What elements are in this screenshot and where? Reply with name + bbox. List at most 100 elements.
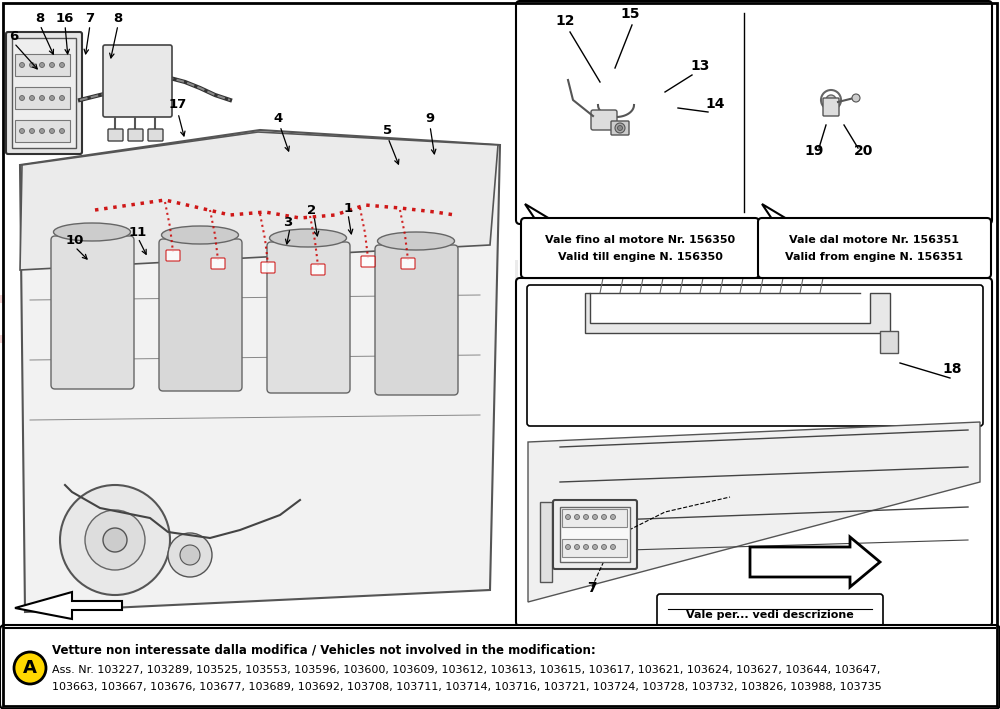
Text: 2: 2 [307,203,317,216]
Text: 19: 19 [804,144,824,158]
Text: 103663, 103667, 103676, 103677, 103689, 103692, 103708, 103711, 103714, 103716, : 103663, 103667, 103676, 103677, 103689, … [52,682,882,692]
Bar [686,260,714,288]
FancyBboxPatch shape [516,278,992,626]
Circle shape [584,515,588,520]
Bar [658,400,686,428]
Bar [490,344,518,372]
Bar [658,456,686,484]
Bar [574,428,602,456]
Bar [630,456,658,484]
Circle shape [615,123,625,133]
Bar [658,260,686,288]
Bar [686,456,714,484]
Polygon shape [762,204,792,222]
Circle shape [584,545,588,549]
Ellipse shape [378,232,454,250]
Bar [518,428,546,456]
Bar [686,372,714,400]
Text: 15: 15 [620,7,640,21]
Bar [490,288,518,316]
FancyBboxPatch shape [823,98,839,116]
Bar [630,428,658,456]
Text: 20: 20 [854,144,874,158]
Circle shape [30,128,34,133]
Bar [602,400,630,428]
Bar [686,316,714,344]
Text: A: A [23,659,37,677]
Bar [546,400,574,428]
Circle shape [60,485,170,595]
FancyBboxPatch shape [148,129,163,141]
Bar [658,372,686,400]
Text: 12: 12 [555,14,575,28]
Circle shape [574,545,580,549]
Text: 17: 17 [169,99,187,111]
Circle shape [618,125,622,130]
Text: 18: 18 [942,362,962,376]
Polygon shape [525,204,555,222]
Polygon shape [15,592,122,619]
Circle shape [20,128,24,133]
Bar [574,400,602,428]
Bar [658,428,686,456]
Text: 4: 4 [273,111,283,125]
Circle shape [20,96,24,101]
Circle shape [610,545,616,549]
Text: 3: 3 [283,216,293,228]
Bar [686,428,714,456]
Bar [490,456,518,484]
Bar [602,372,630,400]
Text: parts: parts [281,536,359,584]
Ellipse shape [54,223,130,241]
FancyBboxPatch shape [211,258,225,269]
Circle shape [40,96,44,101]
Text: Valid from engine N. 156351: Valid from engine N. 156351 [785,252,963,262]
Text: 7: 7 [85,11,95,25]
Polygon shape [528,422,980,602]
Bar [5,8,515,618]
Bar [686,288,714,316]
Text: 8: 8 [35,11,45,25]
FancyBboxPatch shape [0,625,1000,709]
FancyBboxPatch shape [261,262,275,273]
Circle shape [60,128,64,133]
Bar [518,456,546,484]
Text: 16: 16 [56,11,74,25]
Bar [490,372,518,400]
Circle shape [30,96,34,101]
Text: 7: 7 [587,581,597,595]
FancyBboxPatch shape [540,502,552,582]
FancyBboxPatch shape [166,250,180,261]
Ellipse shape [162,226,239,244]
Text: 11: 11 [129,225,147,238]
Text: 6: 6 [9,30,19,43]
Text: 14: 14 [705,97,725,111]
FancyBboxPatch shape [591,110,617,130]
Text: a: a [156,366,234,494]
Circle shape [60,62,64,67]
Circle shape [566,515,570,520]
Polygon shape [750,537,880,587]
Text: 1: 1 [343,201,353,215]
Text: Ass. Nr. 103227, 103289, 103525, 103553, 103596, 103600, 103609, 103612, 103613,: Ass. Nr. 103227, 103289, 103525, 103553,… [52,665,880,675]
Circle shape [40,62,44,67]
Bar [546,344,574,372]
Circle shape [566,545,570,549]
FancyBboxPatch shape [375,245,458,395]
Polygon shape [585,293,890,333]
Bar [630,400,658,428]
Bar [546,372,574,400]
Bar [518,260,546,288]
Bar [518,372,546,400]
Ellipse shape [270,229,347,247]
FancyBboxPatch shape [611,121,629,135]
Bar [574,316,602,344]
Bar [658,344,686,372]
Circle shape [60,96,64,101]
Bar [546,316,574,344]
FancyBboxPatch shape [311,264,325,275]
Circle shape [14,652,46,684]
Circle shape [20,62,24,67]
Circle shape [592,545,598,549]
Bar [490,400,518,428]
